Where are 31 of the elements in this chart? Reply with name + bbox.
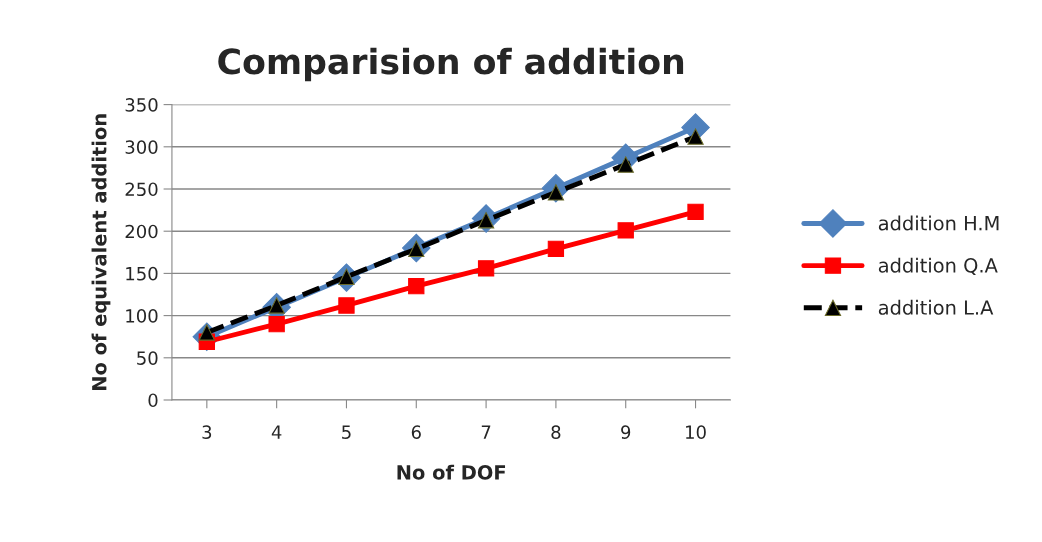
point bbox=[547, 240, 565, 258]
x-tick-label: 9 bbox=[621, 425, 631, 439]
x-tick-label: 3 bbox=[202, 425, 212, 439]
x-tick-label: 6 bbox=[411, 425, 421, 439]
y-tick-label: 300 bbox=[125, 140, 158, 154]
point bbox=[477, 260, 495, 277]
point bbox=[687, 128, 704, 145]
legend-label: addition L.A bbox=[878, 299, 994, 315]
point bbox=[617, 156, 634, 173]
x-tick-label: 7 bbox=[481, 425, 491, 439]
x-tick-label: 5 bbox=[342, 425, 351, 439]
y-tick-label: 250 bbox=[125, 182, 158, 197]
legend-label: addition H.M bbox=[878, 215, 999, 231]
x-tick-label: 10 bbox=[686, 425, 706, 439]
y-tick-label: 350 bbox=[125, 98, 158, 112]
legend-label: addition Q.A bbox=[878, 257, 998, 275]
point bbox=[617, 222, 634, 239]
y-tick-label: 200 bbox=[125, 224, 158, 239]
x-tick-label: 8 bbox=[551, 425, 561, 439]
y-tick-label: 0 bbox=[148, 393, 158, 408]
point bbox=[338, 297, 355, 314]
x-tick-label: 4 bbox=[271, 425, 282, 439]
point bbox=[268, 315, 285, 333]
point bbox=[687, 203, 704, 220]
y-tick-label: 100 bbox=[126, 309, 158, 323]
y-axis-title: No of equivalent addition bbox=[91, 114, 111, 390]
y-tick-label: 150 bbox=[126, 266, 158, 281]
y-tick-label: 50 bbox=[137, 351, 158, 365]
chart-title: Comparision of addition bbox=[218, 47, 684, 82]
x-axis-title: No of DOF bbox=[397, 464, 506, 480]
point bbox=[408, 277, 425, 295]
